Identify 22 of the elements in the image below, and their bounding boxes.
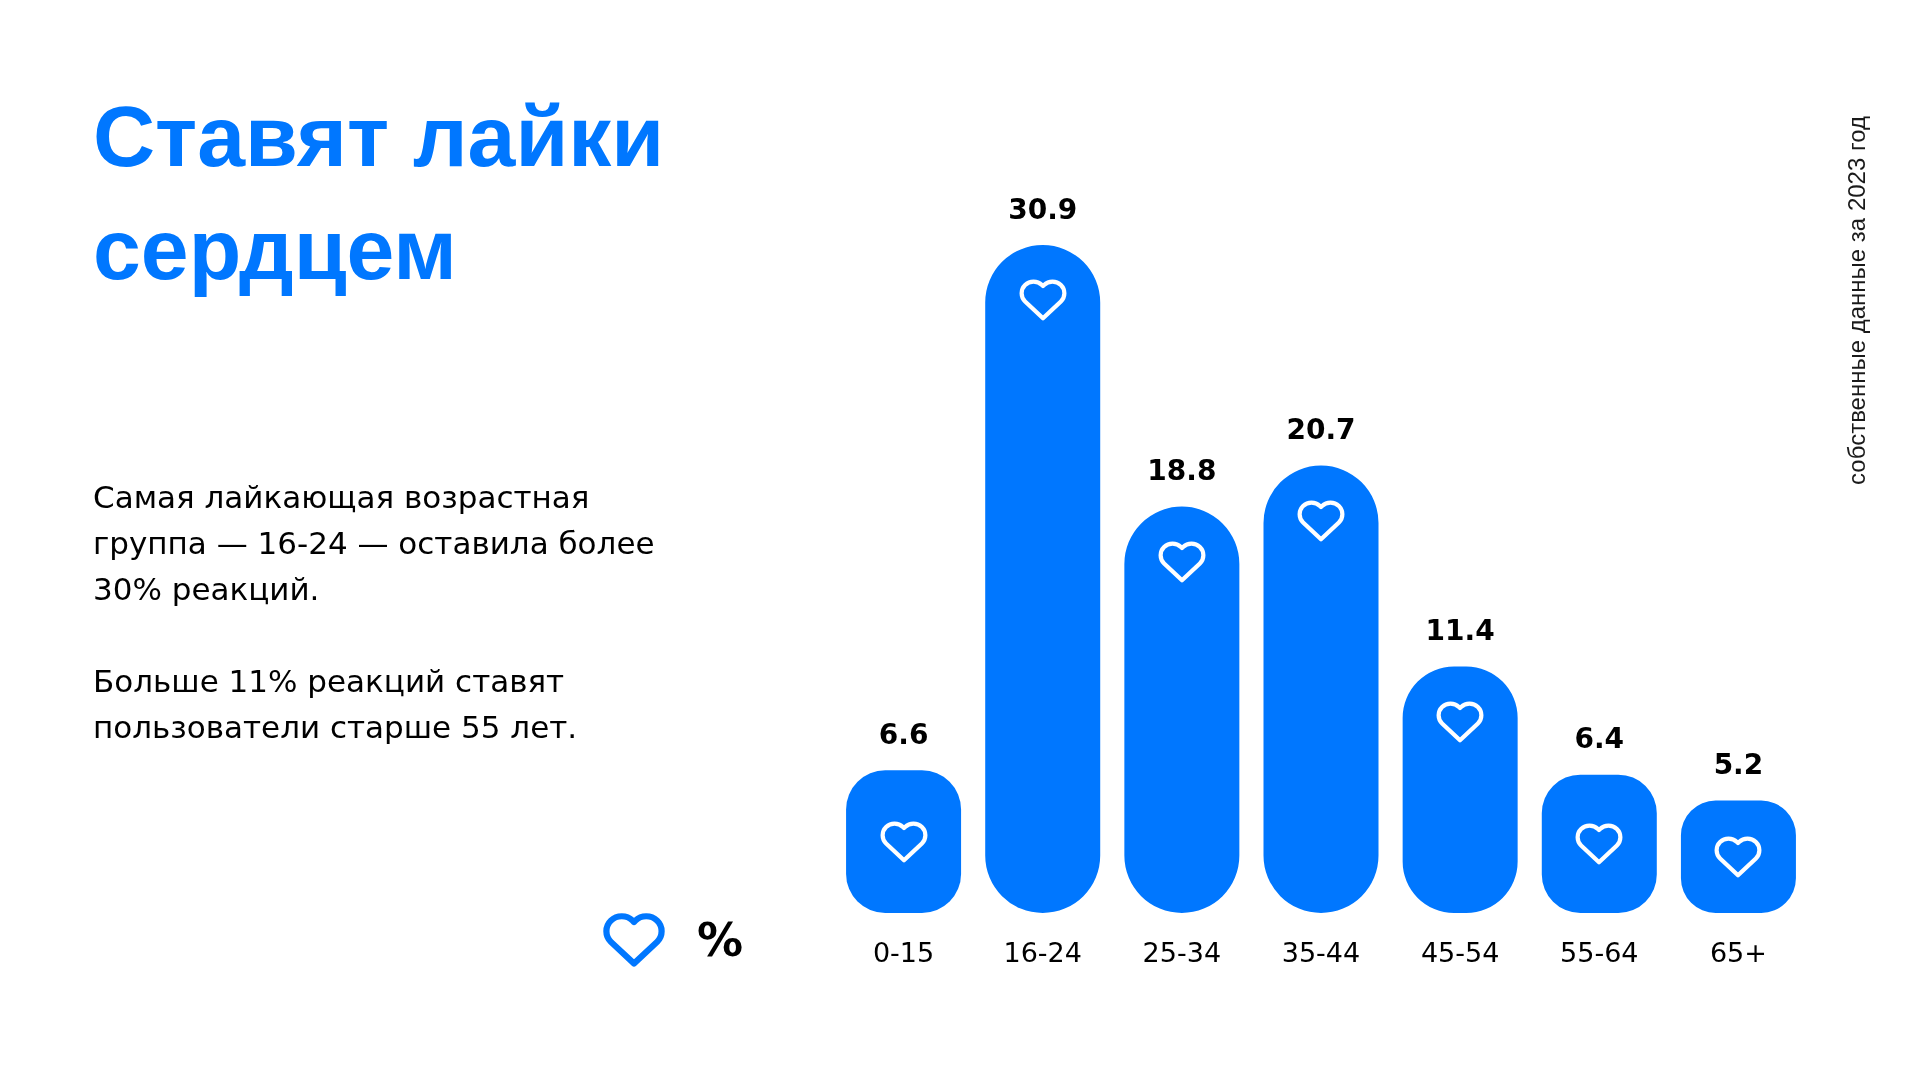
bar [985,245,1101,913]
data-label: 18.8 [1147,454,1217,488]
chart-title: Ставят лайки сердцем [93,87,666,299]
x-tick-label: 45-54 [1420,937,1500,968]
data-label: 11.4 [1425,614,1495,648]
x-tick-label: 16-24 [1003,937,1082,968]
x-tick-label: 25-34 [1142,937,1222,968]
data-label: 30.9 [1008,192,1078,226]
bar [1124,506,1240,913]
y-axis-title: % [697,912,744,968]
text: Больше 11% реакций ставят пользователи старше 55 лет. [93,662,579,747]
text: собственные данные за 2023 год [1843,116,1871,485]
data-label: 6.6 [878,717,929,751]
data-label: 20.7 [1286,413,1356,446]
x-tick-label: 65+ [1709,937,1767,968]
x-tick-label: 35-44 [1281,937,1361,968]
data-label: 6.4 [1574,722,1625,756]
x-tick-label: 55-64 [1560,937,1639,968]
data-label: 5.2 [1713,748,1764,782]
text: Самая лайкающая возрастная группа — 16-24 — оставила более 30% реакций. [93,478,656,609]
bar [1263,465,1379,913]
x-tick-label: 0-15 [872,937,935,968]
